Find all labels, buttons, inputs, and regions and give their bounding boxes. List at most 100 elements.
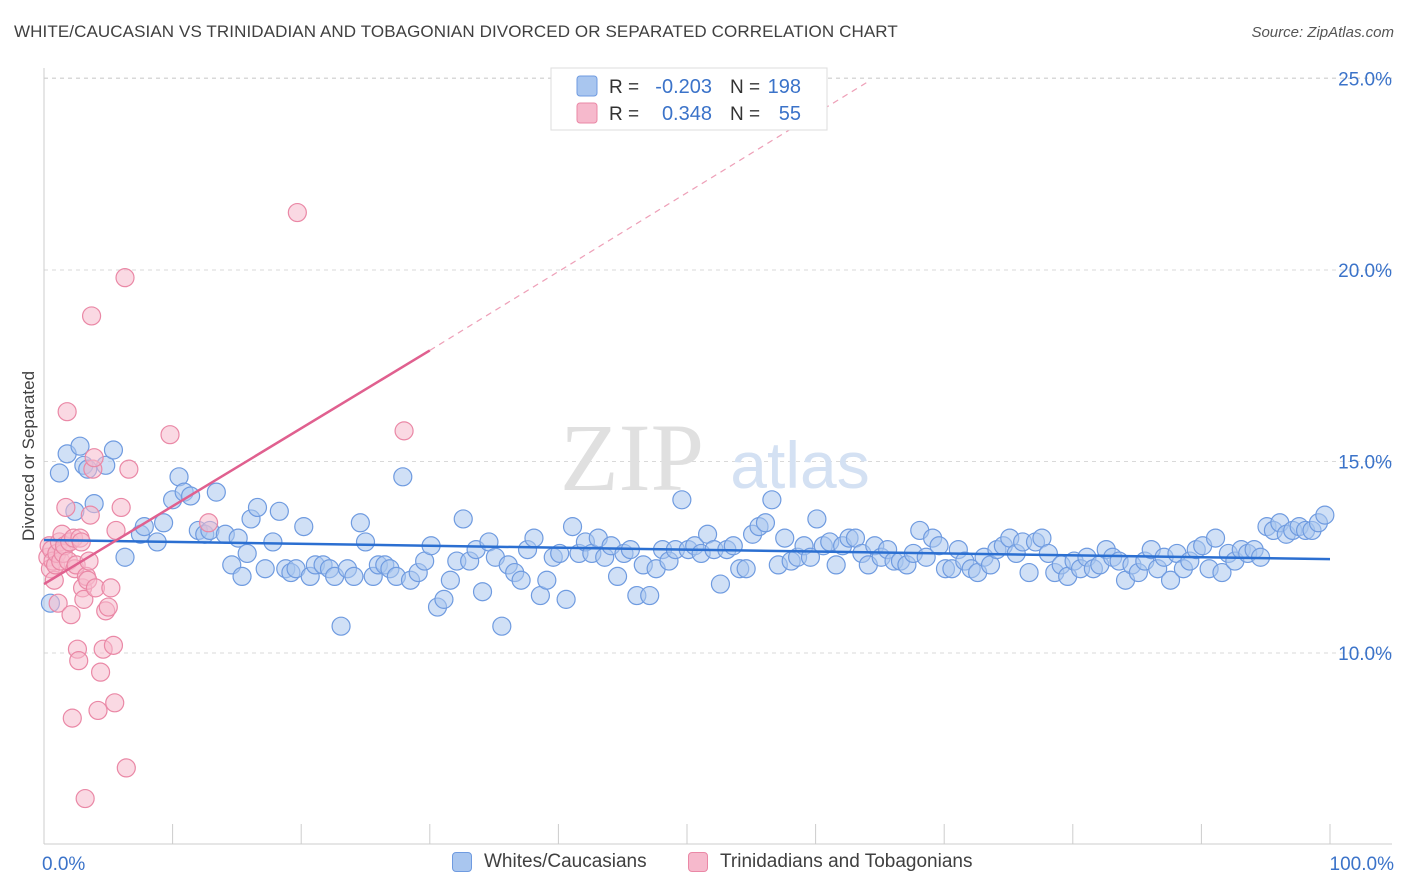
point-whites-95 (672, 490, 692, 510)
point-whites-9 (103, 440, 124, 460)
point-trinidadians-15 (57, 402, 77, 422)
series-whites-caucasians (40, 436, 1335, 636)
point-trinidadians-42 (98, 597, 118, 617)
point-trinidadians-49 (119, 459, 139, 479)
point-trinidadians-34 (81, 306, 102, 326)
point-whites-109 (762, 490, 782, 510)
point-whites-10 (115, 547, 135, 567)
point-whites-14 (153, 513, 174, 533)
point-trinidadians-45 (105, 693, 125, 713)
legend-bottom-swatch-blue (452, 852, 472, 872)
point-trinidadians-28 (74, 589, 94, 609)
legend-top-swatch-blue (576, 75, 598, 97)
point-whites-105 (736, 559, 756, 579)
point-trinidadians-24 (69, 651, 89, 671)
legend-top-r-value-1: -0.203 (655, 76, 712, 98)
point-whites-77 (556, 589, 576, 609)
y-tick-label-2: 20.0% (1338, 261, 1392, 282)
y-tick-label-3: 25.0% (1338, 70, 1392, 91)
point-whites-195 (1315, 505, 1335, 525)
point-whites-45 (350, 513, 370, 533)
point-trinidadians-53 (287, 202, 307, 223)
point-whites-74 (537, 570, 557, 590)
point-whites-52 (393, 467, 413, 487)
trendlines (43, 81, 1331, 586)
point-whites-12 (134, 517, 154, 537)
x-tick-labels: 0.0% 100.0% (42, 854, 1394, 875)
point-whites-111 (775, 528, 795, 548)
point-whites-103 (723, 536, 743, 556)
legend-bottom-swatch-pink (688, 852, 708, 872)
y-tick-label-1: 15.0% (1338, 453, 1392, 474)
legend-top-n-value-1: 198 (768, 76, 801, 98)
point-whites-58 (434, 589, 454, 609)
point-whites-179 (1212, 562, 1232, 583)
point-whites-27 (237, 543, 257, 564)
legend-bottom-label-whites: Whites/Caucasians (484, 851, 647, 872)
point-trinidadians-19 (62, 708, 82, 728)
point-trinidadians-44 (103, 635, 124, 655)
point-whites-78 (562, 517, 583, 537)
x-ticks (43, 824, 1331, 844)
point-trinidadians-54 (394, 421, 414, 441)
series-trinidadians-tobagonians (38, 202, 414, 809)
chart-title: WHITE/CAUCASIAN VS TRINIDADIAN AND TOBAG… (14, 22, 898, 41)
point-trinidadians-8 (48, 593, 68, 613)
axes (43, 68, 1392, 845)
point-whites-70 (511, 570, 531, 590)
point-whites-178 (1205, 528, 1226, 548)
y-axis-label: Divorced or Separated (19, 371, 38, 541)
y-tick-labels: 10.0% 15.0% 20.0% 25.0% (1338, 70, 1392, 666)
point-trinidadians-33 (80, 505, 100, 525)
point-trinidadians-18 (61, 605, 81, 625)
point-whites-149 (1019, 562, 1039, 583)
point-whites-116 (807, 509, 827, 529)
point-trinidadians-39 (90, 662, 111, 682)
point-whites-31 (263, 532, 283, 552)
point-whites-29 (247, 497, 268, 518)
watermark: ZIP atlas (560, 404, 870, 511)
point-whites-171 (1160, 570, 1181, 590)
point-whites-44 (344, 566, 364, 587)
legend-top-r-label-2: R = (609, 104, 639, 125)
point-whites-115 (800, 547, 821, 567)
legend-top-swatch-pink (576, 102, 598, 124)
legend-bottom: Whites/Caucasians Trinidadians and Tobag… (0, 851, 1406, 879)
legend-top-r-value-2: 0.348 (662, 103, 712, 125)
legend-bottom-label-trinidadians: Trinidadians and Tobagonians (720, 851, 973, 872)
y-tick-label-0: 10.0% (1338, 644, 1392, 665)
point-trinidadians-48 (116, 758, 136, 778)
legend-top-r-label-1: R = (609, 77, 639, 98)
point-whites-101 (710, 574, 731, 594)
point-trinidadians-47 (111, 497, 131, 518)
point-whites-30 (255, 559, 275, 579)
point-whites-67 (492, 616, 512, 636)
trendline-trinidadians-extension (429, 81, 868, 351)
point-whites-85 (607, 566, 628, 587)
point-whites-152 (1038, 543, 1058, 564)
legend-top-n-label-1: N = (730, 77, 760, 98)
point-whites-90 (640, 585, 660, 606)
legend-top: R = -0.203 N = 198 R = 0.348 N = 55 (550, 67, 828, 131)
legend-bottom-item-whites: Whites/Caucasians (452, 851, 647, 873)
legend-top-n-label-2: N = (730, 104, 760, 125)
point-trinidadians-50 (115, 268, 135, 288)
trendline-trinidadians (43, 349, 431, 586)
point-whites-36 (294, 517, 314, 537)
watermark-atlas: atlas (730, 428, 869, 502)
point-trinidadians-43 (101, 578, 121, 598)
legend-top-n-value-2: 55 (779, 103, 801, 125)
point-trinidadians-52 (199, 513, 219, 533)
point-whites-4 (70, 436, 90, 456)
legend-bottom-item-trinidadians: Trinidadians and Tobagonians (688, 851, 972, 873)
chart-source: Source: ZipAtlas.com (1251, 24, 1394, 41)
point-trinidadians-29 (75, 788, 95, 809)
point-trinidadians-38 (88, 700, 108, 721)
point-whites-61 (453, 509, 473, 529)
point-trinidadians-26 (71, 532, 91, 552)
x-tick-label-0: 0.0% (42, 854, 85, 875)
x-tick-label-1: 100.0% (1330, 854, 1395, 875)
point-whites-72 (524, 528, 544, 548)
point-whites-22 (206, 482, 226, 502)
